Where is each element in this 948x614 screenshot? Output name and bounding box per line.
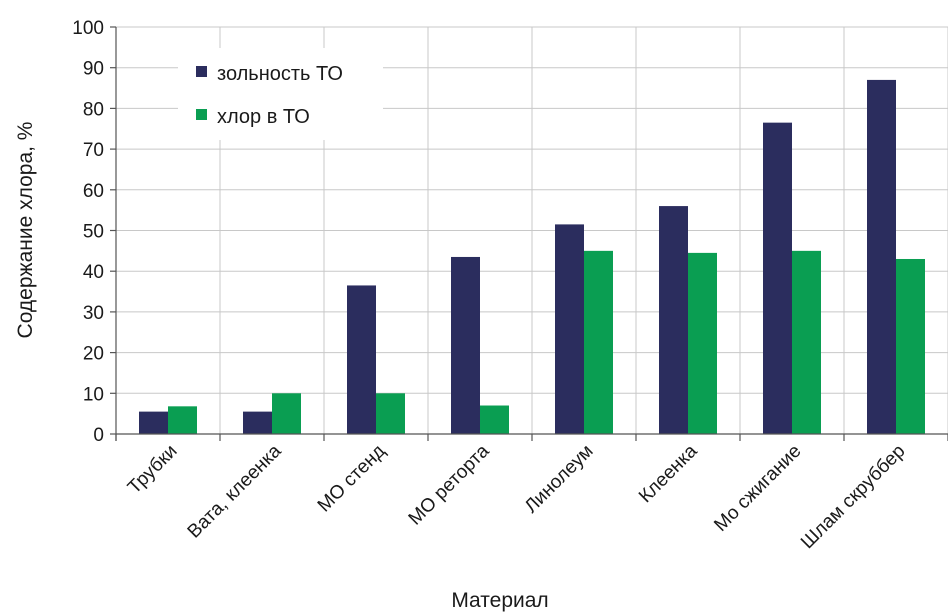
y-tick-label: 20 [83,344,104,365]
bar-series-2 [480,405,509,434]
axes [110,26,948,441]
x-tick-label: Вата, клеенка [184,440,286,542]
bar-series-2 [584,250,613,434]
x-tick-label: Мо сжигание [710,441,805,536]
y-tick-label: 30 [83,303,104,324]
y-tick-labels: 0 10 20 30 40 50 60 70 80 90 100 [72,18,104,446]
y-axis-title: Содержание хлора, % [14,122,37,339]
x-tick-label: Трубки [124,441,182,499]
y-tick-label: 0 [93,425,104,446]
bar-series-2 [376,393,405,434]
bar-series-2 [792,250,821,434]
legend-swatch-series-1 [196,66,207,77]
bar-series-1 [659,206,688,434]
bar-series-2 [168,406,197,434]
bar-series-1 [347,285,376,434]
y-tick-label: 40 [83,262,104,283]
y-tick-label: 80 [83,99,104,120]
bar-series-2 [896,258,925,434]
bar-series-1 [555,224,584,434]
y-tick-label: 70 [83,140,104,161]
x-tick-labels: Трубки Вата, клеенка МО стенд МО реторта Лин… [124,440,910,553]
x-tick-label: Шлам скруббер [797,441,909,553]
y-tick-label: 100 [72,18,104,39]
y-tick-label: 90 [83,59,104,80]
x-tick-label: Клеенка [635,440,702,507]
x-tick-label: МО стенд [314,441,390,517]
bar-series-1 [867,79,896,434]
bar-series-1 [763,122,792,435]
legend-background [178,48,383,140]
x-tick-label: Линолеум [521,441,598,518]
legend-swatch-series-2 [196,109,207,120]
y-tick-label: 60 [83,181,104,202]
bar-series-1 [139,411,168,434]
legend: зольность ТО хлор в ТО [178,48,383,140]
y-tick-label: 10 [83,384,104,405]
bar-series-2 [688,252,717,434]
bar-series-1 [451,256,480,434]
x-axis-title: Материал [451,589,548,612]
legend-label-series-1: зольность ТО [217,63,343,85]
bar-series-2 [272,393,301,434]
bars [139,79,925,435]
legend-label-series-2: хлор в ТО [217,106,310,128]
y-tick-label: 50 [83,222,104,243]
x-tick-label: МО реторта [405,440,494,529]
bar-series-1 [243,411,272,434]
